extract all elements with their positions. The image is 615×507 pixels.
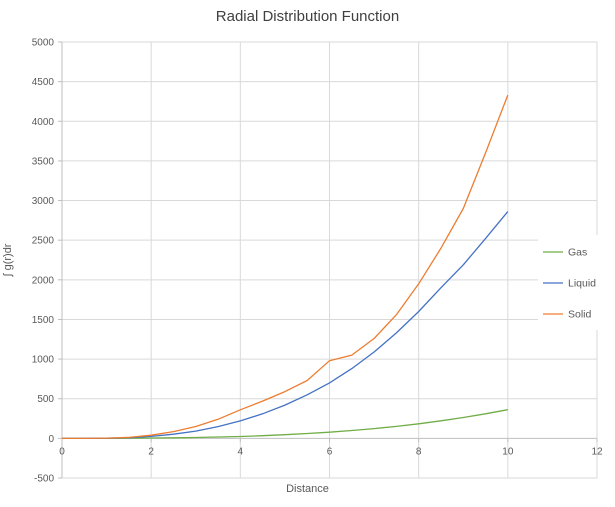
y-tick-label: 1500: [32, 315, 55, 326]
chart-title: Radial Distribution Function: [215, 8, 400, 25]
y-tick-label: 3000: [32, 196, 55, 207]
y-tick-label: 0: [48, 434, 54, 445]
series-line-gas: [62, 409, 508, 440]
legend-label-solid: Solid: [568, 309, 592, 321]
y-tick-label: 1000: [32, 355, 55, 366]
x-tick-label: 2: [148, 446, 154, 457]
x-tick-label: 0: [59, 446, 65, 457]
y-tick-label: 4000: [32, 117, 55, 128]
legend-item-liquid[interactable]: Liquid: [543, 278, 596, 290]
y-tick-label: 4500: [32, 77, 55, 88]
legend-label-gas: Gas: [568, 247, 587, 259]
x-tick-label: 10: [502, 446, 514, 457]
series-lines: [62, 94, 509, 440]
y-tick-label: -500: [34, 474, 54, 485]
y-tick-label: 2000: [32, 275, 55, 286]
x-tick-label: 8: [416, 446, 422, 457]
y-tick-label: 5000: [32, 38, 55, 49]
x-tick-label: 6: [327, 446, 333, 457]
x-axis-title: Distance: [286, 483, 329, 495]
legend-item-solid[interactable]: Solid: [543, 309, 592, 321]
y-tick-label: 500: [37, 394, 54, 405]
series-line-liquid: [62, 211, 509, 440]
y-tick-label: 2500: [32, 236, 55, 247]
legend: Gas Liquid Solid: [538, 235, 604, 330]
y-axis-title: ∫ g(r)dr: [2, 243, 14, 277]
legend-item-gas[interactable]: Gas: [543, 247, 587, 259]
y-tick-label: 3500: [32, 156, 55, 167]
x-tick-label: 12: [591, 446, 603, 457]
legend-label-liquid: Liquid: [568, 278, 596, 290]
tick-labels: -500050010001500200025003000350040004500…: [32, 38, 603, 485]
gridlines: [62, 41, 598, 479]
series-line-solid: [62, 94, 509, 440]
x-tick-label: 4: [238, 446, 244, 457]
